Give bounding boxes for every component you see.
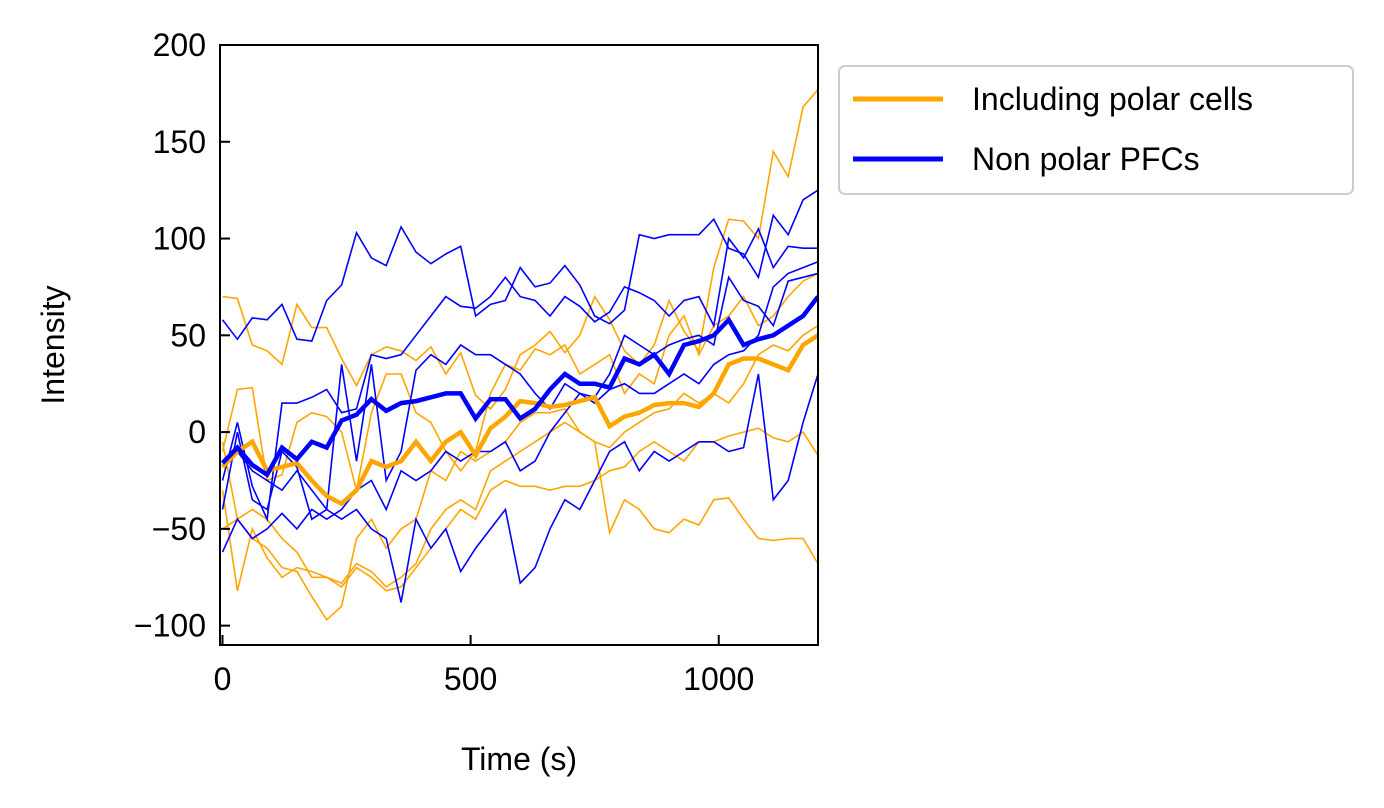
x-tick-label: 0 [214,661,232,697]
series-line-nonpolar-individual-9 [221,272,818,521]
legend-label-polar: Including polar cells [972,81,1253,117]
y-tick-label: 100 [153,221,206,257]
series-line-nonpolar-individual-11 [222,373,818,603]
series-lines [220,88,818,622]
legend: Including polar cells Non polar PFCs [838,65,1354,195]
legend-label-nonpolar: Non polar PFCs [972,141,1200,177]
series-line-polar-individual-3 [221,427,818,592]
series-line-polar-individual-4 [222,421,818,588]
series-line-nonpolar-individual-7 [221,189,818,342]
legend-box [838,65,1354,195]
series-line-nonpolar-individual-10 [221,261,818,553]
plot-frame [219,44,819,646]
series-line-nonpolar-individual-8 [221,226,818,523]
y-axis-title: Intensity [35,285,71,404]
y-tick-label: −100 [134,608,206,644]
series-line-nonpolar-mean-6 [220,295,818,478]
series-line-polar-mean-0 [220,333,818,507]
series-line-polar-individual-2 [221,272,818,491]
y-tick-label: 200 [153,27,206,63]
y-tick-label: 0 [188,414,206,450]
y-tick-label: 50 [170,317,206,353]
axis-ticks: 0 500 1000 −100 −50 0 50 100 150 200 [134,27,754,697]
x-axis-title: Time (s) [461,741,577,777]
x-tick-label: 500 [444,661,497,697]
x-tick-label: 1000 [683,661,754,697]
y-tick-label: −50 [152,511,206,547]
y-tick-label: 150 [153,124,206,160]
series-line-polar-individual-5 [221,324,818,622]
series-line-polar-individual-1 [222,88,818,411]
